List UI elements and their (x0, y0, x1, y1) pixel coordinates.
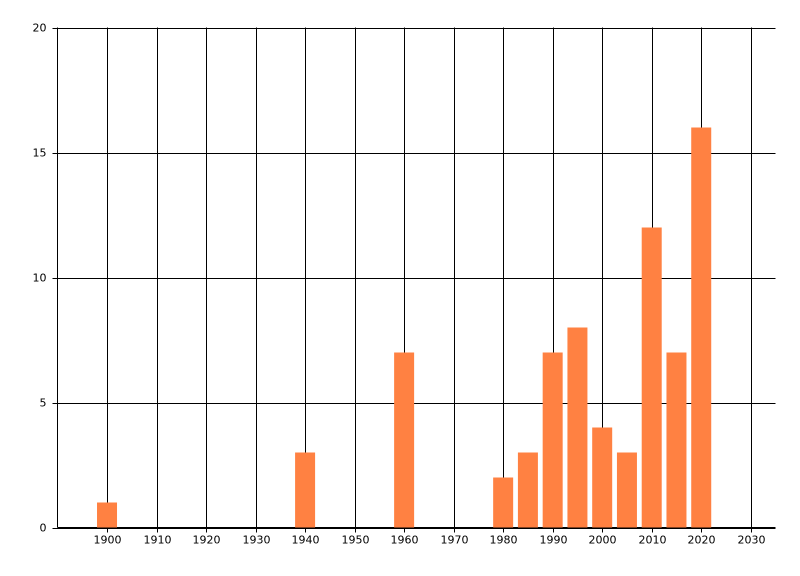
x-tick-label: 1990 (540, 534, 568, 547)
bar (97, 502, 118, 528)
y-tick-label: 20 (33, 22, 47, 35)
x-tick-label: 2030 (738, 534, 766, 547)
x-tick-label: 2010 (639, 534, 667, 547)
x-tick-label: 1900 (94, 534, 122, 547)
bar (616, 452, 637, 528)
bar (567, 327, 588, 528)
bar (295, 452, 316, 528)
x-tick-label: 1920 (193, 534, 221, 547)
x-tick-label: 1930 (243, 534, 271, 547)
x-tick-label: 2000 (589, 534, 617, 547)
y-tick-label: 5 (40, 397, 47, 410)
bar (641, 227, 662, 528)
bar (493, 477, 514, 528)
x-tick-label: 2020 (688, 534, 716, 547)
bar (517, 452, 538, 528)
y-tick-label: 0 (40, 522, 47, 535)
x-tick-label: 1910 (144, 534, 172, 547)
x-tick-label: 1960 (391, 534, 419, 547)
bar (394, 352, 415, 528)
y-tick-label: 15 (33, 147, 47, 160)
x-tick-label: 1950 (342, 534, 370, 547)
bar (592, 427, 613, 528)
x-tick-label: 1940 (292, 534, 320, 547)
y-tick-label: 10 (33, 272, 47, 285)
bar (691, 127, 712, 528)
x-tick-label: 1970 (441, 534, 469, 547)
x-tick-label: 1980 (490, 534, 518, 547)
bar (542, 352, 563, 528)
bar (666, 352, 687, 528)
